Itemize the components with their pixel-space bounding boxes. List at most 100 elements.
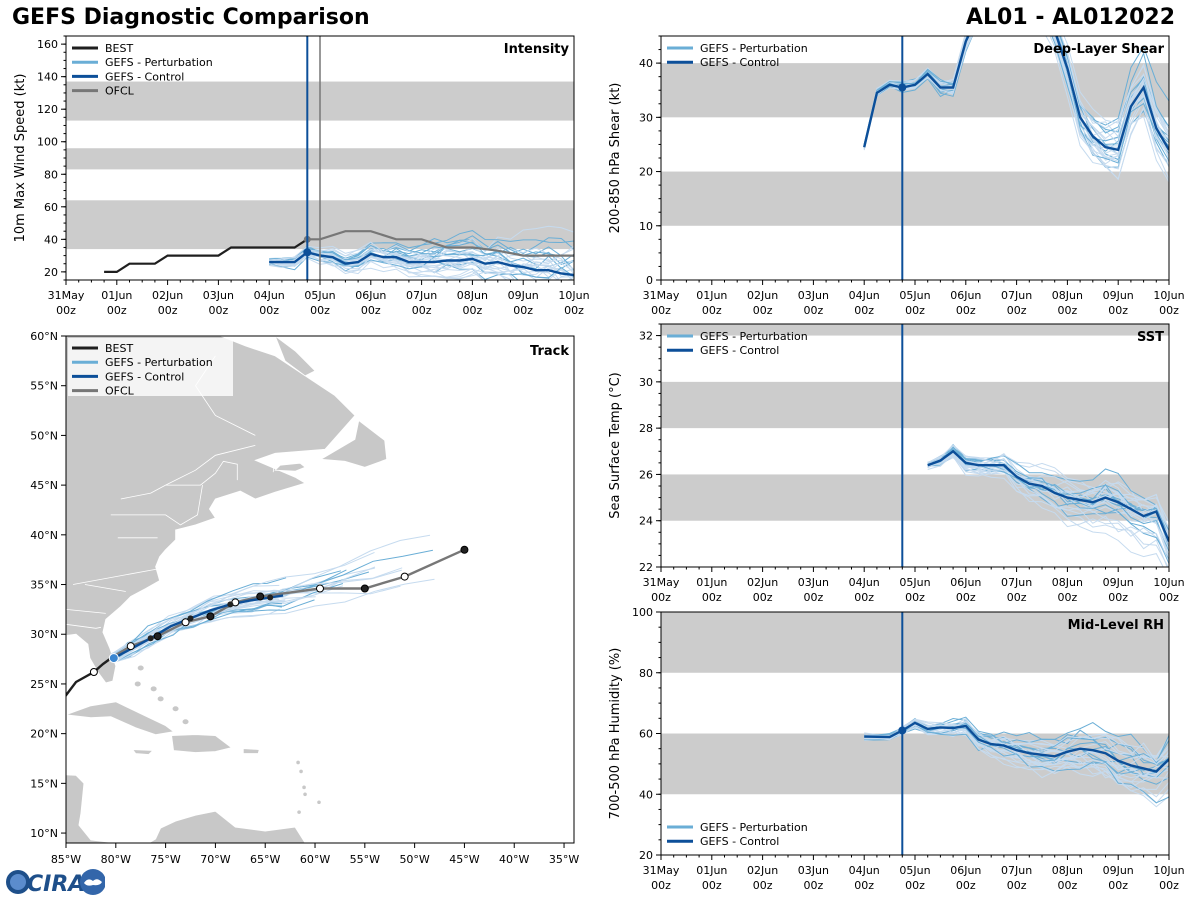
control-track-marker (147, 635, 154, 642)
sst-perturbation-member (927, 444, 1169, 523)
antilles-island (303, 792, 307, 797)
track-legend-label: GEFS - Control (105, 370, 184, 383)
cira-logo-graphic: CIRA (6, 869, 105, 897)
sst-xtick-label: 07Jun (1001, 576, 1032, 589)
main-title: GEFS Diagnostic Comparison (12, 5, 370, 30)
sst-xtick-label: 31May (643, 576, 680, 589)
shear-xtick-label: 00z (702, 304, 722, 317)
political-border (110, 485, 203, 526)
sst-xtick-label: 00z (1058, 591, 1078, 604)
shear-ytick-label: 40 (639, 57, 653, 70)
ofcl-track-marker (256, 592, 265, 601)
control-track-marker (227, 601, 234, 608)
track-xtick-label: 60°W (300, 853, 330, 866)
rh-xtick-label: 04Jun (849, 864, 880, 877)
shear-ytick-label: 0 (646, 274, 653, 287)
bahamas-island (182, 719, 189, 725)
intensity-legend-label: GEFS - Control (105, 70, 184, 83)
intensity-xtick-label: 00z (310, 304, 330, 317)
antilles-island (302, 785, 306, 790)
sst-band-0 (661, 474, 1169, 521)
rh-band-1 (661, 612, 1169, 673)
rh-perturbation-member (864, 724, 1169, 790)
intensity-xtick-label: 00z (209, 304, 229, 317)
rh-plot-area (661, 612, 1169, 808)
rh-series-gefs-control (864, 721, 1169, 773)
political-border (72, 568, 160, 585)
sst-perturbation-member (927, 450, 1169, 552)
shear-xtick-label: 08Jun (1052, 289, 1083, 302)
control-track-marker (267, 594, 274, 601)
rh-perturbation-member (864, 718, 1169, 762)
rh-xtick-label: 07Jun (1001, 864, 1032, 877)
intensity-series-best (104, 238, 308, 273)
rh-xtick-label: 03Jun (798, 864, 829, 877)
intensity-xtick-label: 10Jun (558, 289, 589, 302)
sst-xtick-label: 04Jun (849, 576, 880, 589)
sst-legend-label: GEFS - Control (700, 344, 779, 357)
sst-xtick-label: 00z (804, 591, 824, 604)
rh-xtick-label: 00z (1058, 879, 1078, 892)
rh-perturbation-member (864, 720, 1169, 766)
sst-xtick-label: 01Jun (696, 576, 727, 589)
sst-perturbation-member (927, 443, 1169, 533)
shear-perturbation-member (863, 36, 1169, 165)
track-xtick-label: 65°W (250, 853, 280, 866)
bahamas-island (172, 706, 179, 712)
shear-xtick-label: 00z (956, 304, 976, 317)
intensity-legend-label: OFCL (105, 85, 135, 98)
sst-perturbation-member (927, 453, 1168, 567)
intensity-xtick-label: 06Jun (355, 289, 386, 302)
intensity-xtick-label: 31May (48, 289, 85, 302)
intensity-xtick-label: 08Jun (457, 289, 488, 302)
sst-band-1 (661, 381, 1169, 429)
shear-xtick-label: 00z (1159, 304, 1179, 317)
rh-xtick-label: 06Jun (950, 864, 981, 877)
track-xtick-label: 50°W (399, 853, 429, 866)
shear-perturbation-member (863, 36, 1169, 164)
track-plot-area (66, 336, 574, 843)
bahamas-island (134, 681, 141, 687)
shear-xtick-label: 04Jun (849, 289, 880, 302)
rh-ylabel: 700-500 hPa Humidity (%) (608, 648, 623, 820)
bahamas-island (137, 665, 144, 671)
ofcl-track-marker (153, 632, 162, 641)
rh-xtick-label: 00z (905, 879, 925, 892)
sst-xtick-label: 00z (956, 591, 976, 604)
intensity-xtick-label: 09Jun (508, 289, 539, 302)
track-ytick-label: 40°N (30, 529, 58, 542)
sst-xtick-label: 08Jun (1052, 576, 1083, 589)
sst-series-gefs-control (927, 449, 1169, 542)
track-ytick-label: 50°N (30, 429, 58, 442)
shear-ytick-label: 10 (639, 220, 653, 233)
shear-xtick-label: 31May (643, 289, 680, 302)
track-xtick-label: 35°W (549, 853, 579, 866)
rh-perturbation-member (864, 722, 1169, 804)
puerto-rico-land (242, 748, 260, 754)
current-position-marker (108, 653, 119, 664)
shear-xtick-label: 06Jun (950, 289, 981, 302)
intensity-xtick-label: 01Jun (101, 289, 132, 302)
sst-frame (660, 323, 1170, 568)
sst-xtick-label: 02Jun (747, 576, 778, 589)
intensity-ytick-label: 120 (37, 103, 58, 116)
rh-xtick-label: 00z (956, 879, 976, 892)
track-xtick-label: 70°W (200, 853, 230, 866)
ofcl-track-marker (460, 545, 469, 554)
shear-xtick-label: 03Jun (798, 289, 829, 302)
track-ytick-label: 45°N (30, 479, 58, 492)
rh-xtick-label: 00z (1007, 879, 1027, 892)
sst-xtick-label: 00z (1159, 591, 1179, 604)
shear-plot-area (661, 36, 1169, 226)
track-legend-label: BEST (105, 342, 133, 355)
rh-xtick-label: 31May (643, 864, 680, 877)
intensity-xtick-label: 00z (158, 304, 178, 317)
intensity-ytick-label: 80 (44, 168, 58, 181)
rh-xtick-label: 09Jun (1103, 864, 1134, 877)
shear-xtick-label: 05Jun (899, 289, 930, 302)
track-ytick-label: 55°N (30, 380, 58, 393)
rh-xtick-label: 08Jun (1052, 864, 1083, 877)
sst-perturbation-member (927, 455, 1169, 564)
intensity-xtick-label: 00z (463, 304, 483, 317)
